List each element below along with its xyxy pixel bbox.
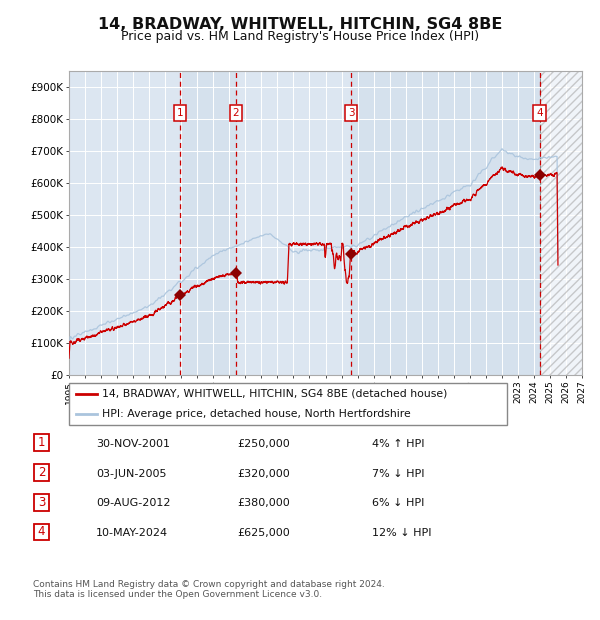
Text: 3: 3 — [38, 496, 45, 508]
Text: £250,000: £250,000 — [237, 439, 290, 449]
Text: 1: 1 — [176, 108, 183, 118]
Text: 4: 4 — [38, 526, 45, 538]
FancyBboxPatch shape — [34, 464, 49, 481]
Text: 14, BRADWAY, WHITWELL, HITCHIN, SG4 8BE (detached house): 14, BRADWAY, WHITWELL, HITCHIN, SG4 8BE … — [102, 389, 447, 399]
Text: £320,000: £320,000 — [237, 469, 290, 479]
FancyBboxPatch shape — [34, 435, 49, 451]
Text: 12% ↓ HPI: 12% ↓ HPI — [372, 528, 431, 538]
Text: £380,000: £380,000 — [237, 498, 290, 508]
Text: HPI: Average price, detached house, North Hertfordshire: HPI: Average price, detached house, Nort… — [102, 409, 410, 419]
FancyBboxPatch shape — [34, 494, 49, 511]
Bar — [539, 71, 582, 375]
Text: 03-JUN-2005: 03-JUN-2005 — [96, 469, 167, 479]
Text: Price paid vs. HM Land Registry's House Price Index (HPI): Price paid vs. HM Land Registry's House … — [121, 30, 479, 43]
Text: 14, BRADWAY, WHITWELL, HITCHIN, SG4 8BE: 14, BRADWAY, WHITWELL, HITCHIN, SG4 8BE — [98, 17, 502, 32]
Text: 7% ↓ HPI: 7% ↓ HPI — [372, 469, 425, 479]
FancyBboxPatch shape — [34, 523, 49, 540]
Text: 10-MAY-2024: 10-MAY-2024 — [96, 528, 168, 538]
Text: 4% ↑ HPI: 4% ↑ HPI — [372, 439, 425, 449]
Text: 1: 1 — [38, 436, 45, 449]
Text: 3: 3 — [348, 108, 355, 118]
Bar — [180, 71, 236, 375]
Text: 4: 4 — [536, 108, 543, 118]
Text: 2: 2 — [233, 108, 239, 118]
Text: £625,000: £625,000 — [237, 528, 290, 538]
FancyBboxPatch shape — [69, 383, 507, 425]
Text: Contains HM Land Registry data © Crown copyright and database right 2024.
This d: Contains HM Land Registry data © Crown c… — [33, 580, 385, 599]
Text: 6% ↓ HPI: 6% ↓ HPI — [372, 498, 424, 508]
Text: 09-AUG-2012: 09-AUG-2012 — [96, 498, 170, 508]
Text: 2: 2 — [38, 466, 45, 479]
Bar — [351, 71, 539, 375]
Text: 30-NOV-2001: 30-NOV-2001 — [96, 439, 170, 449]
